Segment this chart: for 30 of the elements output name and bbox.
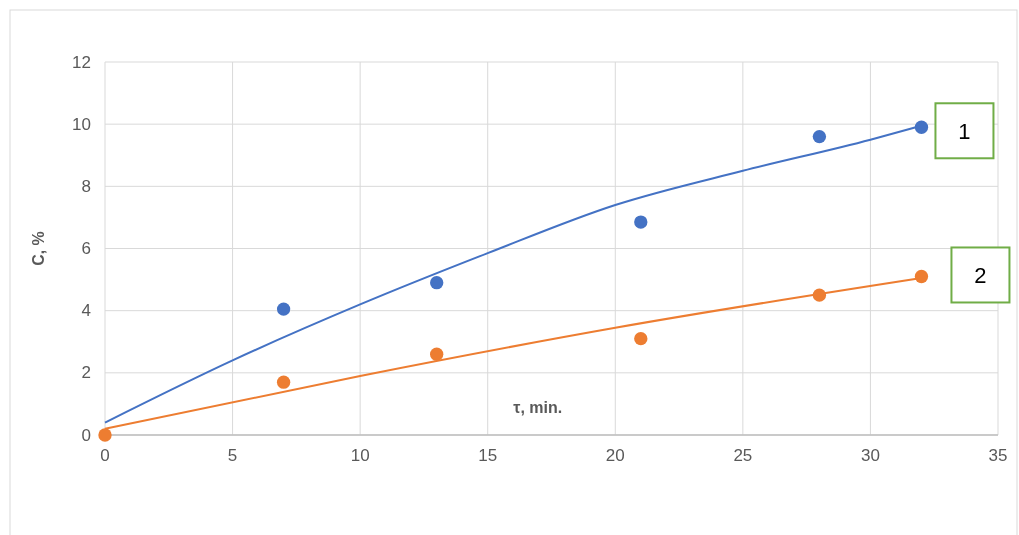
y-tick-label: 4 xyxy=(81,301,91,321)
point xyxy=(276,375,291,389)
point xyxy=(914,120,929,134)
y-tick-label: 8 xyxy=(81,176,91,196)
text: 2 xyxy=(974,262,987,288)
x-tick-label: 25 xyxy=(733,445,753,465)
x-tick-label: 30 xyxy=(860,445,880,465)
x-tick-label: 10 xyxy=(350,445,370,465)
y-axis-title: C, % xyxy=(29,231,47,266)
point xyxy=(634,215,648,229)
y-tick-label: 6 xyxy=(81,239,91,258)
series-label: 1 xyxy=(958,118,971,144)
x-tick-label: 0 xyxy=(100,445,110,465)
x-tick-label: 35 xyxy=(988,445,1008,465)
y-tick-label: 10 xyxy=(72,114,91,134)
x-tick-label: 15 xyxy=(478,445,498,465)
y-tick-label: 0 xyxy=(81,425,91,445)
point xyxy=(812,288,827,302)
point xyxy=(98,428,112,442)
point xyxy=(634,331,648,346)
point xyxy=(812,129,827,144)
point xyxy=(914,269,929,284)
x-tick-label: 5 xyxy=(227,445,238,465)
y-tick-label: 12 xyxy=(72,52,91,72)
point xyxy=(276,302,291,316)
x-axis-title: τ, min. xyxy=(513,399,563,416)
point xyxy=(430,347,444,361)
y-tick-label: 2 xyxy=(81,363,91,383)
x-tick-label: 20 xyxy=(605,445,625,465)
point xyxy=(430,276,444,290)
